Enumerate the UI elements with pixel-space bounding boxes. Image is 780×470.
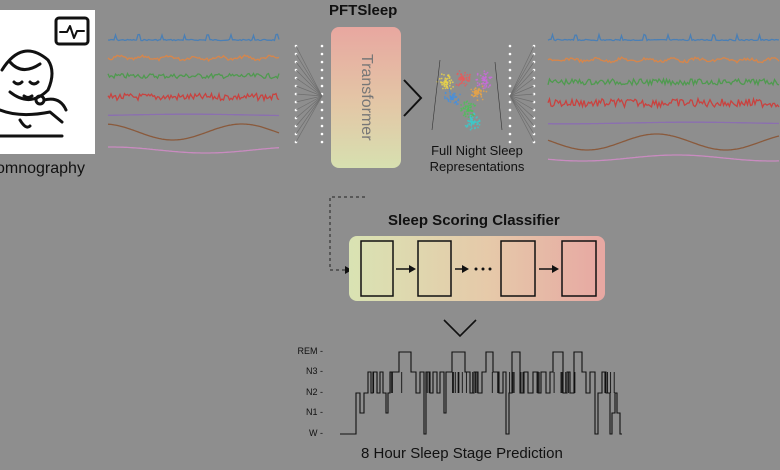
signal-trace [108,146,280,154]
dot [320,132,324,136]
signal-trace [547,77,780,87]
signal-trace [107,72,280,80]
chevron-down-icon [443,319,477,338]
dot [320,140,324,144]
transformer-label: Transformer [358,54,375,141]
signal-trace [547,133,780,151]
polysomnography-label: omnography [0,160,85,177]
signal-trace [547,154,779,162]
stage-tick-label: N3 - [305,366,323,376]
dot [508,68,512,72]
dot [508,60,512,64]
dot [508,124,512,128]
stage-tick-label: REM - [297,346,324,356]
dot [320,108,324,112]
dot [508,44,512,48]
stage-tick-label: N2 - [305,387,323,397]
signal-trace [108,113,279,117]
dot [508,116,512,120]
dot [508,108,512,112]
signal-trace [547,32,780,42]
hypnogram [340,351,622,435]
hypnogram-line [340,351,622,435]
dot [320,52,324,56]
signal-trace [548,121,780,125]
dot [508,100,512,104]
dot [508,140,512,144]
representations-label: Full Night Sleep Representations [429,143,525,174]
signal-trace [547,56,780,64]
dot [508,76,512,80]
signal-trace [107,91,280,103]
dot [320,60,324,64]
dot [320,68,324,72]
page-title: PFTSleep [329,2,398,19]
dot [320,44,324,48]
representation-cluster-icon [431,59,503,131]
stage-tick-label: N1 - [305,407,323,417]
dot [508,84,512,88]
dot [320,84,324,88]
classifier-title: Sleep Scoring Classifier [388,212,560,229]
dot [508,52,512,56]
stage-tick-label: W - [309,428,323,438]
dot [508,132,512,136]
signal-trace [107,123,280,141]
dot [320,76,324,80]
dot [320,124,324,128]
signal-trace [107,32,280,42]
signal-trace [107,54,280,62]
chevron-right-icon [403,79,423,117]
dot [320,116,324,120]
dot [320,100,324,104]
dashed-connector [329,196,365,271]
transformer-block [331,27,401,168]
prediction-label: 8 Hour Sleep Stage Prediction [361,445,563,462]
signal-trace [547,96,780,110]
